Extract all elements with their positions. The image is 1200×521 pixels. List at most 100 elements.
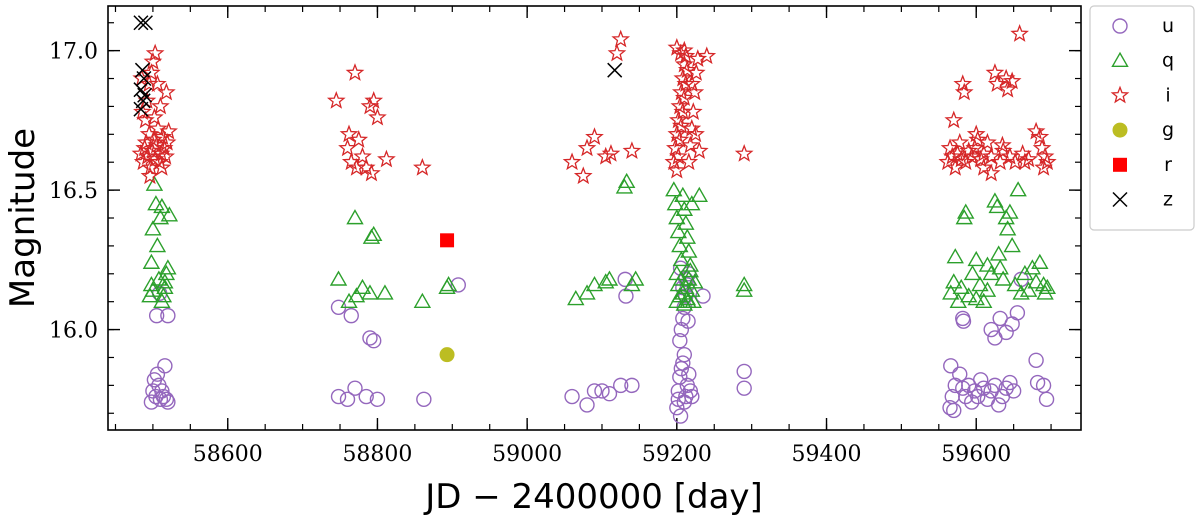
- data-point-q: [955, 209, 973, 225]
- data-point-u: [998, 324, 1014, 341]
- data-point-i: [966, 124, 986, 143]
- data-point-q: [665, 181, 683, 197]
- data-point-i: [689, 141, 709, 159]
- data-point-u: [678, 388, 694, 405]
- data-point-q: [1001, 203, 1019, 219]
- data-point-i: [1037, 152, 1057, 171]
- data-point-u: [684, 388, 700, 405]
- data-point-q: [949, 292, 967, 309]
- data-point-q: [991, 259, 1009, 275]
- data-point-q: [988, 197, 1006, 214]
- plot-frame: [107, 5, 1082, 431]
- data-point-i: [664, 152, 684, 171]
- data-point-q: [982, 264, 1000, 281]
- legend-marker-u: [1112, 18, 1128, 34]
- data-point-u: [158, 391, 175, 408]
- data-point-i: [674, 40, 694, 59]
- data-point-q: [1038, 278, 1057, 295]
- data-point-i: [671, 82, 691, 101]
- data-point-z: [137, 15, 153, 31]
- legend-label: z: [1163, 189, 1173, 211]
- legend-label: q: [1162, 50, 1174, 72]
- data-point-i: [673, 68, 693, 87]
- data-point-q: [960, 287, 978, 303]
- data-point-i: [339, 124, 359, 143]
- series-r: [440, 233, 455, 248]
- data-point-i: [148, 74, 167, 93]
- data-point-u: [343, 307, 359, 324]
- data-point-i: [981, 163, 1001, 182]
- legend-marker-r: [1113, 157, 1127, 172]
- data-point-u: [955, 313, 972, 329]
- data-point-q: [597, 273, 615, 289]
- data-point-q: [735, 281, 753, 297]
- data-point-q: [147, 195, 165, 211]
- data-point-i: [683, 102, 703, 120]
- data-point-g: [439, 347, 455, 363]
- series-i: [131, 24, 1057, 185]
- data-point-u: [676, 346, 693, 363]
- axis-ticks: [108, 6, 1081, 430]
- data-point-q: [963, 264, 982, 281]
- data-point-i: [677, 60, 697, 79]
- data-point-q: [439, 276, 458, 292]
- data-point-q: [669, 223, 688, 239]
- data-point-i: [607, 43, 627, 62]
- data-point-i: [145, 43, 165, 62]
- data-point-i: [668, 110, 688, 129]
- data-point-i: [686, 124, 705, 143]
- data-point-q: [967, 289, 985, 306]
- data-point-q: [340, 292, 358, 309]
- legend-marker-q: [1111, 51, 1129, 68]
- series-g: [439, 347, 455, 363]
- data-point-i: [676, 74, 696, 93]
- data-point-q: [946, 248, 964, 264]
- data-point-z: [607, 62, 623, 78]
- data-point-q: [361, 284, 379, 300]
- data-point-u: [339, 391, 356, 408]
- data-point-u: [946, 402, 962, 419]
- data-point-q: [967, 250, 985, 267]
- data-point-i: [577, 138, 597, 157]
- data-point-u: [973, 372, 989, 388]
- data-point-i: [1034, 157, 1053, 176]
- data-point-i: [954, 82, 974, 101]
- legend-marker-g: [1112, 122, 1128, 138]
- data-point-i: [1030, 127, 1050, 146]
- data-point-u: [347, 380, 363, 396]
- data-point-q: [1006, 276, 1024, 292]
- data-point-q: [668, 292, 686, 309]
- data-point-u: [358, 388, 374, 405]
- data-point-u: [955, 310, 971, 327]
- data-point-u: [1009, 305, 1026, 321]
- data-point-q: [144, 220, 162, 236]
- legend-label: r: [1164, 154, 1172, 176]
- data-point-q: [148, 236, 167, 253]
- data-point-q: [994, 270, 1012, 286]
- data-point-u: [680, 313, 696, 329]
- data-point-q: [617, 172, 636, 189]
- data-point-i: [338, 138, 357, 157]
- data-point-q: [585, 276, 604, 292]
- x-axis-title: JD − 2400000 [day]: [423, 477, 763, 517]
- data-point-q: [347, 287, 366, 303]
- legend-label: g: [1162, 119, 1174, 141]
- data-point-q: [1009, 181, 1027, 197]
- data-point-i: [349, 130, 369, 148]
- tick-labels: 58600 58800 59000 59200 59400 59600 16.0 16.5 17…: [49, 40, 1011, 467]
- data-point-i: [993, 135, 1012, 154]
- data-point-i: [573, 166, 593, 185]
- data-point-z: [133, 15, 149, 31]
- data-point-q: [952, 278, 970, 295]
- data-point-q: [153, 197, 171, 214]
- data-point-i: [156, 146, 175, 165]
- data-point-i: [562, 152, 582, 171]
- series-z: [133, 15, 623, 117]
- legend-label: i: [1165, 84, 1170, 106]
- data-point-z: [137, 87, 153, 103]
- data-point-z: [136, 70, 152, 87]
- data-point-i: [362, 163, 381, 182]
- x-tick-label: 58800: [342, 442, 412, 467]
- data-point-i: [1019, 149, 1038, 168]
